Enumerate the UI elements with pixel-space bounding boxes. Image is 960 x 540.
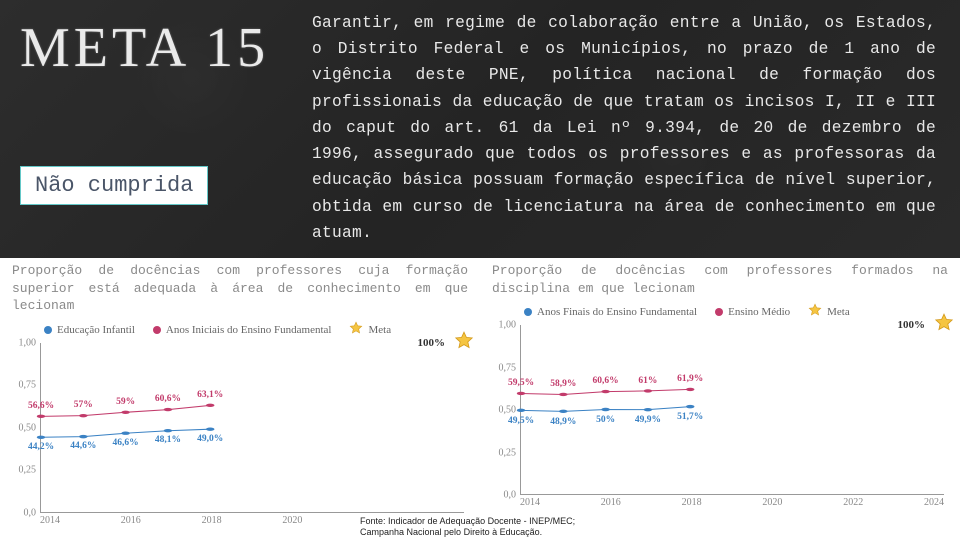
- chart-right: Proporção de docências com professores f…: [480, 258, 960, 540]
- meta-title: META 15: [20, 16, 292, 80]
- point-label: 60,6%: [593, 376, 619, 386]
- chart-left-legend: Educação Infantil Anos Iniciais do Ensino…: [44, 321, 472, 339]
- star-icon: [349, 321, 363, 339]
- star-icon: [808, 303, 822, 321]
- header-left: META 15 Não cumprida: [0, 0, 312, 258]
- legend-item: Ensino Médio: [715, 306, 790, 318]
- legend-item: Meta: [349, 321, 391, 339]
- point-label: 61%: [638, 376, 657, 386]
- header-chalkboard: META 15 Não cumprida Garantir, em regime…: [0, 0, 960, 258]
- star-icon: [454, 330, 474, 350]
- x-tick-label: 2020: [762, 497, 782, 508]
- meta-description: Garantir, em regime de colaboração entre…: [312, 10, 936, 246]
- point-label: 49,9%: [635, 415, 661, 425]
- y-tick-label: 0,50: [499, 405, 517, 416]
- legend-label: Anos Finais do Ensino Fundamental: [537, 306, 697, 318]
- x-tick-label: 2018: [202, 515, 222, 526]
- x-tick-label: 2020: [282, 515, 302, 526]
- header-right: Garantir, em regime de colaboração entre…: [312, 0, 960, 258]
- x-tick-label: 2016: [601, 497, 621, 508]
- y-tick-label: 0,50: [19, 422, 37, 433]
- legend-dot: [44, 326, 52, 334]
- point-label: 63,1%: [197, 390, 223, 400]
- legend-item: Educação Infantil: [44, 324, 135, 336]
- legend-dot: [715, 308, 723, 316]
- point-label: 46,6%: [113, 438, 139, 448]
- y-tick-label: 1,00: [19, 337, 37, 348]
- point-label: 48,1%: [155, 435, 181, 445]
- series-svg: [41, 343, 464, 512]
- chart-left-plot: 0,00,250,500,751,00 100%56,6%57%59%60,6%…: [40, 343, 464, 513]
- chart-right-legend: Anos Finais do Ensino Fundamental Ensino …: [524, 303, 952, 321]
- status-badge: Não cumprida: [20, 166, 208, 205]
- legend-label: Meta: [368, 324, 391, 336]
- legend-item: Anos Iniciais do Ensino Fundamental: [153, 324, 332, 336]
- goal-star: [454, 330, 474, 355]
- legend-label: Educação Infantil: [57, 324, 135, 336]
- source-citation: Fonte: Indicador de Adequação Docente - …: [360, 516, 600, 539]
- chart-right-plot: 0,00,250,500,751,00 100%59,5%58,9%60,6%6…: [520, 325, 944, 495]
- star-icon: [934, 313, 954, 333]
- chart-right-title: Proporção de docências com professores f…: [488, 262, 952, 297]
- point-label: 51,7%: [677, 412, 703, 422]
- point-label: 59,5%: [508, 378, 534, 388]
- point-label: 56,6%: [28, 401, 54, 411]
- goal-label: 100%: [417, 337, 445, 349]
- legend-label: Meta: [827, 306, 850, 318]
- point-label: 57%: [74, 400, 93, 410]
- legend-label: Ensino Médio: [728, 306, 790, 318]
- legend-item: Meta: [808, 303, 850, 321]
- x-tick-label: 2018: [682, 497, 702, 508]
- x-tick-label: 2016: [121, 515, 141, 526]
- y-tick-label: 0,0: [24, 507, 37, 518]
- point-label: 61,9%: [677, 374, 703, 384]
- star-icon: [808, 303, 822, 317]
- goal-star: [934, 313, 954, 338]
- chart-left-title: Proporção de docências com professores c…: [8, 262, 472, 315]
- y-tick-label: 0,75: [499, 362, 517, 373]
- point-label: 49,5%: [508, 416, 534, 426]
- x-tick-label: 2014: [520, 497, 540, 508]
- point-label: 50%: [596, 415, 615, 425]
- y-tick-label: 1,00: [499, 320, 517, 331]
- point-label: 44,6%: [70, 441, 96, 451]
- point-label: 58,9%: [550, 379, 576, 389]
- point-label: 59%: [116, 397, 135, 407]
- x-tick-label: 2022: [843, 497, 863, 508]
- star-icon: [349, 321, 363, 335]
- y-tick-label: 0,25: [499, 447, 517, 458]
- series-svg: [521, 325, 944, 494]
- point-label: 49,0%: [197, 434, 223, 444]
- legend-label: Anos Iniciais do Ensino Fundamental: [166, 324, 332, 336]
- legend-item: Anos Finais do Ensino Fundamental: [524, 306, 697, 318]
- x-tick-label: 2024: [924, 497, 944, 508]
- legend-dot: [524, 308, 532, 316]
- y-tick-label: 0,25: [19, 465, 37, 476]
- goal-label: 100%: [897, 319, 925, 331]
- y-tick-label: 0,0: [504, 490, 517, 501]
- point-label: 44,2%: [28, 442, 54, 452]
- legend-dot: [153, 326, 161, 334]
- point-label: 60,6%: [155, 394, 181, 404]
- y-tick-label: 0,75: [19, 380, 37, 391]
- x-tick-label: 2014: [40, 515, 60, 526]
- chart-right-xaxis: 2014 2016 2018 2020 2022 2024: [520, 497, 944, 508]
- chart-left: Proporção de docências com professores c…: [0, 258, 480, 540]
- point-label: 48,9%: [550, 417, 576, 427]
- charts-row: Proporção de docências com professores c…: [0, 258, 960, 540]
